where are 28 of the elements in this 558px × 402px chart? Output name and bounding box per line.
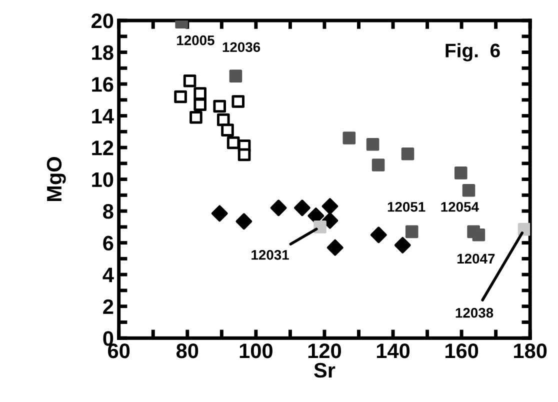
y-tick-label: 18 (92, 45, 114, 60)
y-tick-label: 8 (103, 204, 114, 219)
x-tick-label: 60 (108, 343, 130, 358)
annotation: 12005 (177, 35, 214, 46)
x-tick-label: 100 (240, 343, 272, 358)
y-tick-label: 0 (103, 331, 114, 346)
x-tick-label: 120 (308, 343, 342, 358)
y-tick-label: 10 (92, 172, 114, 188)
y-tick-label: 6 (103, 236, 114, 251)
x-tick-label: 160 (445, 343, 478, 358)
annotation: 12036 (222, 42, 260, 52)
y-axis-title: MgO (46, 157, 66, 202)
x-tick-label: 140 (376, 343, 410, 358)
y-tick-label: 4 (102, 268, 114, 282)
x-tick-label: 180 (514, 343, 547, 358)
annotation: 12038 (456, 308, 494, 318)
annotation: 12031 (252, 250, 289, 260)
annotation: 12054 (441, 202, 479, 212)
y-tick-label: 12 (92, 140, 114, 156)
y-tick-label: 2 (103, 299, 114, 314)
x-tick-label: 80 (176, 343, 198, 358)
y-tick-label: 16 (92, 77, 114, 92)
y-tick-label: 14 (92, 108, 114, 124)
annotation: 12047 (457, 254, 495, 264)
x-axis-title: Sr (314, 362, 336, 378)
annotation: Fig. 6 (446, 43, 500, 62)
annotation: 12051 (388, 202, 426, 212)
y-tick-label: 20 (92, 14, 114, 28)
